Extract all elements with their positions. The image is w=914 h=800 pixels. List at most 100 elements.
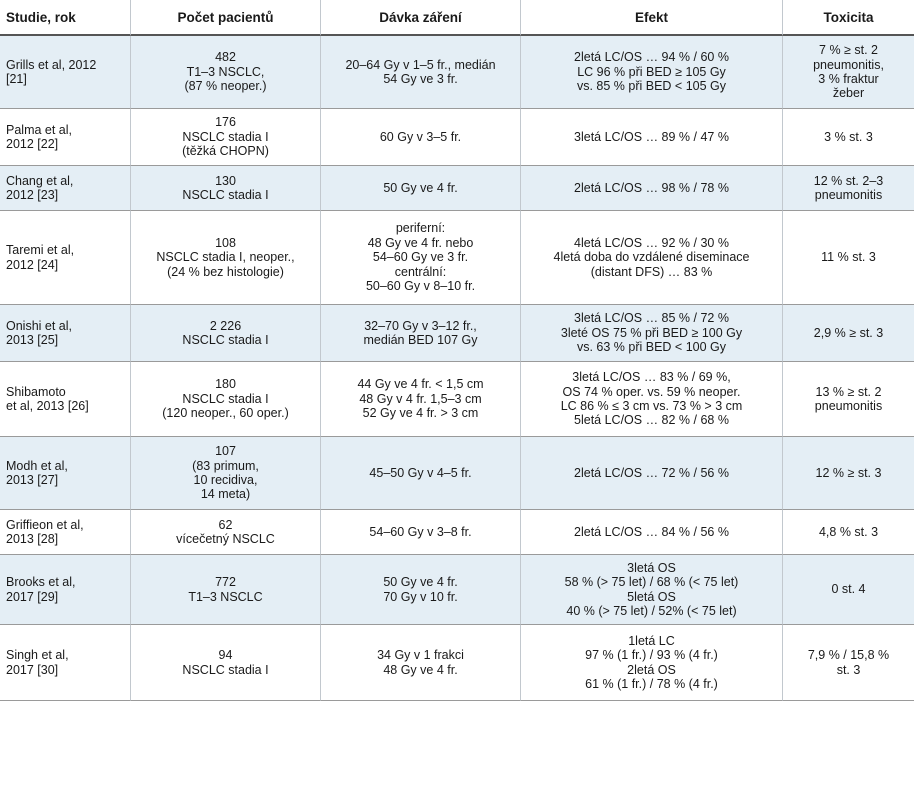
cell-toxicity: 0 st. 4: [782, 555, 914, 625]
cell-line: (83 primum,: [192, 458, 259, 473]
cell-line: 20–64 Gy v 1–5 fr., medián: [345, 57, 496, 72]
cell-line: 44 Gy ve 4 fr. < 1,5 cm: [357, 377, 484, 392]
cell-study: Griffieon et al, 2013 [28]: [0, 510, 130, 555]
cell-line: NSCLC stadia I, neoper.,: [156, 250, 295, 265]
cell-patients: 107 (83 primum, 10 recidiva, 14 meta): [130, 437, 320, 510]
cell-line: 2017 [30]: [6, 662, 59, 677]
cell-study: Taremi et al, 2012 [24]: [0, 211, 130, 305]
cell-line: vs. 63 % při BED < 100 Gy: [576, 340, 727, 355]
cell-line: Taremi et al,: [6, 243, 75, 258]
cell-line: 61 % (1 fr.) / 78 % (4 fr.): [585, 676, 718, 691]
cell-line: 62: [218, 517, 233, 532]
table-row: Taremi et al, 2012 [24] 108 NSCLC stadia I,…: [0, 211, 914, 305]
cell-toxicity: 11 % st. 3: [782, 211, 914, 305]
cell-line: Grills et al, 2012: [6, 57, 97, 72]
cell-effect: 2letá LC/OS … 98 % / 78 %: [520, 166, 782, 211]
cell-line: 1letá LC: [628, 633, 675, 648]
table-row: Chang et al, 2012 [23] 130 NSCLC stadia I 50…: [0, 166, 914, 211]
cell-line: 54 Gy ve 3 fr.: [383, 72, 458, 86]
table-row: Palma et al, 2012 [22] 176 NSCLC stadia I (t…: [0, 109, 914, 166]
cell-line: 3leté OS 75 % při BED ≥ 100 Gy: [560, 325, 743, 340]
cell-line: OS 74 % oper. vs. 59 % neoper.: [562, 384, 741, 399]
cell-line: et al, 2013 [26]: [6, 399, 89, 413]
cell-line: Chang et al,: [6, 173, 74, 188]
cell-toxicity: 4,8 % st. 3: [782, 510, 914, 555]
cell-line: 11 % st. 3: [821, 250, 876, 265]
cell-dose: 32–70 Gy v 3–12 fr., medián BED 107 Gy: [320, 305, 520, 362]
cell-line: 2letá LC/OS … 84 % / 56 %: [574, 524, 729, 539]
cell-line: 180: [215, 377, 236, 392]
cell-patients: 180 NSCLC stadia I (120 neoper., 60 oper.): [130, 362, 320, 437]
cell-line: Griffieon et al,: [6, 517, 84, 532]
cell-study: Grills et al, 2012 [21]: [0, 36, 130, 109]
cell-line: 2017 [29]: [6, 589, 59, 604]
cell-line: 0 st. 4: [831, 582, 866, 597]
cell-line: 12 % st. 2–3: [813, 173, 884, 188]
cell-line: 7 % ≥ st. 2: [819, 43, 878, 58]
cell-patients: 62 vícečetný NSCLC: [130, 510, 320, 555]
cell-patients: 2 226 NSCLC stadia I: [130, 305, 320, 362]
cell-line: NSCLC stadia I: [182, 662, 269, 677]
cell-dose: 20–64 Gy v 1–5 fr., medián 54 Gy ve 3 fr.: [320, 36, 520, 109]
cell-line: žeber: [832, 86, 865, 101]
cell-dose: 50 Gy ve 4 fr.: [320, 166, 520, 211]
cell-line: 108: [215, 235, 236, 250]
table-row: Brooks et al, 2017 [29] 772 T1–3 NSCLC 50 Gy…: [0, 555, 914, 625]
cell-effect: 3letá LC/OS … 85 % / 72 % 3leté OS 75 % p…: [520, 305, 782, 362]
cell-line: LC 86 % ≤ 3 cm vs. 73 % > 3 cm: [560, 399, 743, 413]
cell-line: 7,9 % / 15,8 %: [807, 648, 890, 663]
cell-line: 2 226: [209, 318, 242, 333]
cell-study: Shibamoto et al, 2013 [26]: [0, 362, 130, 437]
cell-line: 3letá LC/OS … 83 % / 69 %,: [572, 370, 731, 385]
cell-line: centrální:: [394, 264, 447, 279]
table-header: Studie, rok Počet pacientů Dávka záření …: [0, 0, 914, 36]
cell-line: 48 Gy ve 4 fr. nebo: [367, 235, 474, 250]
cell-dose: 54–60 Gy v 3–8 fr.: [320, 510, 520, 555]
cell-study: Modh et al, 2013 [27]: [0, 437, 130, 510]
cell-line: 4letá doba do vzdálené diseminace: [553, 250, 750, 265]
cell-line: (24 % bez histologie): [167, 264, 284, 279]
cell-line: (120 neoper., 60 oper.): [162, 406, 289, 421]
cell-line: 50–60 Gy v 8–10 fr.: [365, 279, 476, 294]
cell-dose: periferní: 48 Gy ve 4 fr. nebo 54–60 Gy ve…: [320, 211, 520, 305]
cell-line: LC 96 % při BED ≥ 105 Gy: [577, 64, 726, 79]
cell-line: 45–50 Gy v 4–5 fr.: [369, 465, 472, 480]
table-body: Grills et al, 2012 [21] 482 T1–3 NSCLC, (87 …: [0, 36, 914, 701]
cell-patients: 108 NSCLC stadia I, neoper., (24 % bez his…: [130, 211, 320, 305]
table-row: Onishi et al, 2013 [25] 2 226 NSCLC stadia …: [0, 305, 914, 362]
cell-line: 176: [215, 115, 236, 130]
cell-line: (distant DFS) … 83 %: [590, 264, 713, 279]
cell-dose: 50 Gy ve 4 fr. 70 Gy v 10 fr.: [320, 555, 520, 625]
cell-line: 5letá OS: [627, 589, 676, 604]
table-row: Modh et al, 2013 [27] 107 (83 primum, 10 rec…: [0, 437, 914, 510]
cell-line: 3 % st. 3: [824, 129, 873, 144]
table-row: Shibamoto et al, 2013 [26] 180 NSCLC stadia…: [0, 362, 914, 437]
header-study: Studie, rok: [0, 0, 130, 36]
cell-line: pneumonitis: [814, 399, 883, 413]
cell-dose: 45–50 Gy v 4–5 fr.: [320, 437, 520, 510]
cell-line: 10 recidiva,: [193, 473, 258, 487]
cell-line: Palma et al,: [6, 122, 73, 137]
cell-line: 48 Gy ve 4 fr.: [383, 662, 458, 677]
cell-effect: 3letá LC/OS … 89 % / 47 %: [520, 109, 782, 166]
cell-line: 2013 [28]: [6, 532, 59, 546]
cell-study: Palma et al, 2012 [22]: [0, 109, 130, 166]
cell-line: 2013 [25]: [6, 333, 59, 347]
cell-toxicity: 7,9 % / 15,8 % st. 3: [782, 625, 914, 701]
cell-line: 2letá LC/OS … 94 % / 60 %: [574, 50, 729, 65]
cell-line: T1–3 NSCLC: [188, 589, 263, 604]
cell-line: Brooks et al,: [6, 575, 76, 590]
table-row: Singh et al, 2017 [30] 94 NSCLC stadia I 34 …: [0, 625, 914, 701]
cell-line: Shibamoto: [6, 384, 66, 399]
table-row: Griffieon et al, 2013 [28] 62 vícečetný NSC…: [0, 510, 914, 555]
cell-line: 50 Gy ve 4 fr.: [383, 575, 458, 590]
cell-line: pneumonitis,: [813, 57, 884, 72]
cell-line: NSCLC stadia I: [182, 188, 269, 202]
cell-line: NSCLC stadia I: [182, 333, 269, 347]
cell-line: 2letá OS: [627, 662, 676, 677]
cell-line: Singh et al,: [6, 648, 69, 663]
header-effect: Efekt: [520, 0, 782, 36]
cell-toxicity: 3 % st. 3: [782, 109, 914, 166]
header-dose: Dávka záření: [320, 0, 520, 36]
cell-dose: 34 Gy v 1 frakci 48 Gy ve 4 fr.: [320, 625, 520, 701]
